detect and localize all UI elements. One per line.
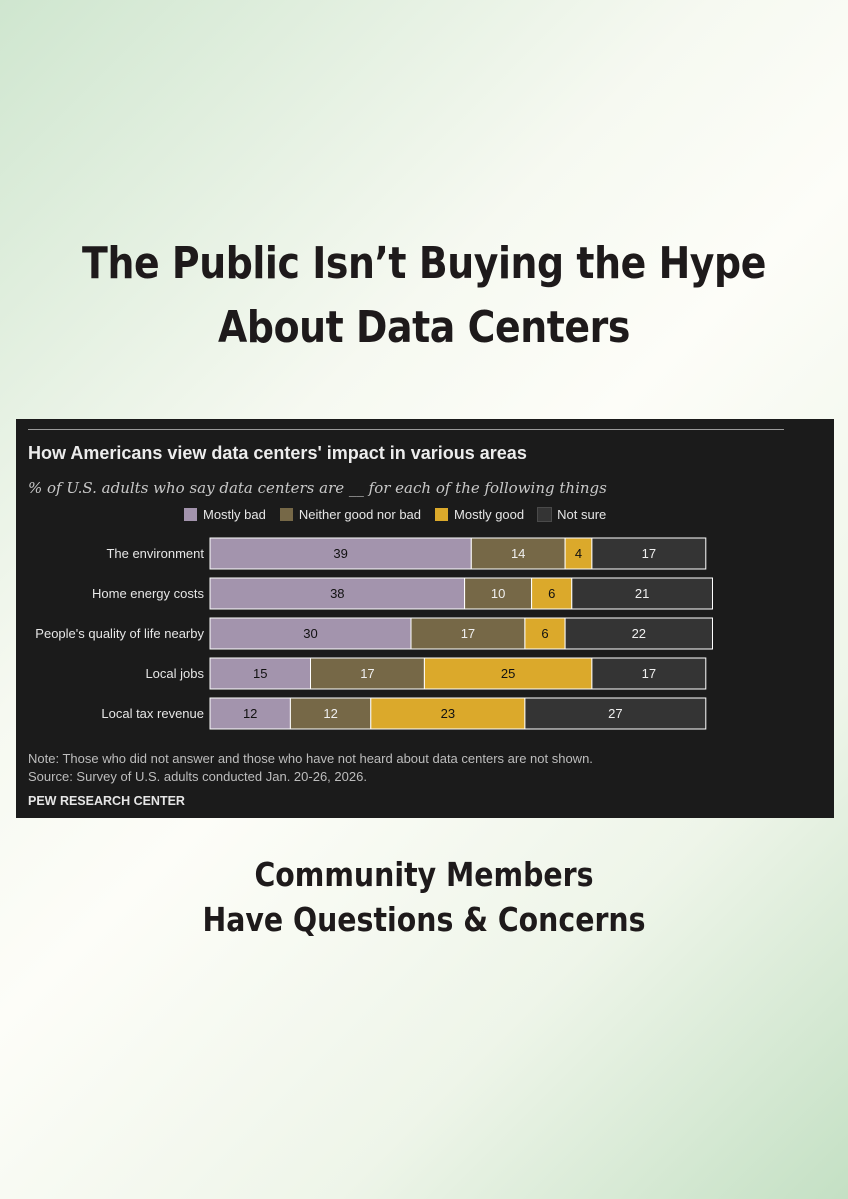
chart-source: Source: Survey of U.S. adults conducted … bbox=[28, 769, 367, 784]
bar-segment-neither-good-nor-bad bbox=[310, 657, 425, 690]
data-label: 30 bbox=[303, 626, 317, 641]
legend-item-mostly-good: Mostly good bbox=[435, 507, 524, 522]
category-label: People's quality of life nearby bbox=[35, 626, 204, 641]
category-label: Local jobs bbox=[145, 666, 204, 681]
headline-line-1: The Public Isn’t Buying the Hype bbox=[82, 238, 766, 289]
data-label: 21 bbox=[635, 586, 649, 601]
bar-segment-mostly-bad bbox=[209, 577, 466, 610]
bar-segment-neither-good-nor-bad bbox=[464, 577, 533, 610]
bar-row-people-s-quality-of-life-nearby: People's quality of life nearby 30 17 6 22 bbox=[35, 617, 713, 650]
legend-swatch bbox=[537, 506, 553, 522]
bar-segment-mostly-good bbox=[531, 577, 573, 610]
bar-segment-not-sure bbox=[591, 657, 707, 690]
data-label: 17 bbox=[642, 546, 656, 561]
bar-segment-mostly-bad bbox=[209, 617, 412, 650]
bar-segment-mostly-bad bbox=[209, 697, 291, 730]
legend-label: Neither good nor bad bbox=[298, 506, 422, 522]
chart-top-rule bbox=[28, 429, 784, 430]
bar-segment-not-sure bbox=[564, 617, 713, 650]
data-label: 6 bbox=[548, 586, 555, 601]
bar-segment-mostly-bad bbox=[209, 537, 472, 570]
data-label: 17 bbox=[360, 666, 374, 681]
data-label: 15 bbox=[253, 666, 267, 681]
bar-segment-mostly-good bbox=[564, 537, 593, 570]
data-label: 12 bbox=[243, 706, 257, 721]
subheadline: Community Members Have Questions & Conce… bbox=[59, 852, 788, 942]
stacked-bar-chart: The environment 39 14 4 17 Home energy costs 3… bbox=[35, 537, 713, 730]
chart-subtitle: % of U.S. adults who say data centers ar… bbox=[28, 479, 607, 497]
chart-note: Note: Those who did not answer and those… bbox=[28, 751, 593, 766]
bar-row-home-energy-costs: Home energy costs 38 10 6 21 bbox=[92, 577, 713, 610]
chart-brand: PEW RESEARCH CENTER bbox=[28, 794, 185, 808]
bar-segment-not-sure bbox=[591, 537, 707, 570]
data-label: 38 bbox=[330, 586, 344, 601]
chart-panel: How Americans view data centers' impact … bbox=[16, 419, 834, 818]
legend-label: Not sure bbox=[557, 506, 607, 522]
bar-segment-not-sure bbox=[524, 697, 707, 730]
data-label: 10 bbox=[491, 586, 505, 601]
data-label: 14 bbox=[511, 546, 525, 561]
legend-item-mostly-bad: Mostly bad bbox=[184, 507, 266, 522]
legend-swatch bbox=[435, 507, 449, 521]
headline: The Public Isn’t Buying the Hype About D… bbox=[59, 232, 788, 360]
data-label: 39 bbox=[333, 546, 347, 561]
bar-segment-neither-good-nor-bad bbox=[470, 537, 566, 570]
bar-segment-mostly-bad bbox=[209, 657, 311, 690]
category-label: Local tax revenue bbox=[101, 706, 204, 721]
category-label: Home energy costs bbox=[92, 586, 204, 601]
bar-row-local-tax-revenue: Local tax revenue 12 12 23 27 bbox=[101, 697, 707, 730]
bar-segment-neither-good-nor-bad bbox=[410, 617, 526, 650]
chart-title: How Americans view data centers' impact … bbox=[28, 443, 527, 463]
legend-swatch bbox=[279, 507, 293, 521]
subheadline-line-1: Community Members bbox=[254, 855, 594, 894]
bar-row-the-environment: The environment 39 14 4 17 bbox=[106, 537, 707, 570]
data-label: 27 bbox=[608, 706, 622, 721]
data-label: 23 bbox=[441, 706, 455, 721]
bar-segment-neither-good-nor-bad bbox=[289, 697, 372, 730]
chart-legend: Mostly bad Neither good nor bad Mostly goo… bbox=[184, 505, 606, 523]
data-label: 17 bbox=[461, 626, 475, 641]
category-label: The environment bbox=[106, 546, 204, 561]
data-label: 17 bbox=[642, 666, 656, 681]
data-label: 22 bbox=[632, 626, 646, 641]
subheadline-line-2: Have Questions & Concerns bbox=[202, 900, 646, 939]
legend-item-not-sure: Not sure bbox=[537, 506, 607, 522]
legend-item-neither-good-nor-bad: Neither good nor bad bbox=[279, 506, 422, 522]
legend-swatch bbox=[184, 507, 197, 521]
data-label: 12 bbox=[323, 706, 337, 721]
bar-segment-not-sure bbox=[571, 577, 713, 610]
headline-line-2: About Data Centers bbox=[218, 302, 630, 353]
data-label: 25 bbox=[501, 666, 515, 681]
legend-label: Mostly bad bbox=[203, 506, 266, 522]
bar-row-local-jobs: Local jobs 15 17 25 17 bbox=[145, 657, 707, 690]
data-label: 4 bbox=[575, 546, 582, 561]
chart-notes: Note: Those who did not answer and those… bbox=[28, 750, 593, 786]
legend-label: Mostly good bbox=[454, 506, 525, 522]
data-label: 6 bbox=[541, 626, 548, 641]
bar-segment-mostly-good bbox=[370, 697, 526, 730]
